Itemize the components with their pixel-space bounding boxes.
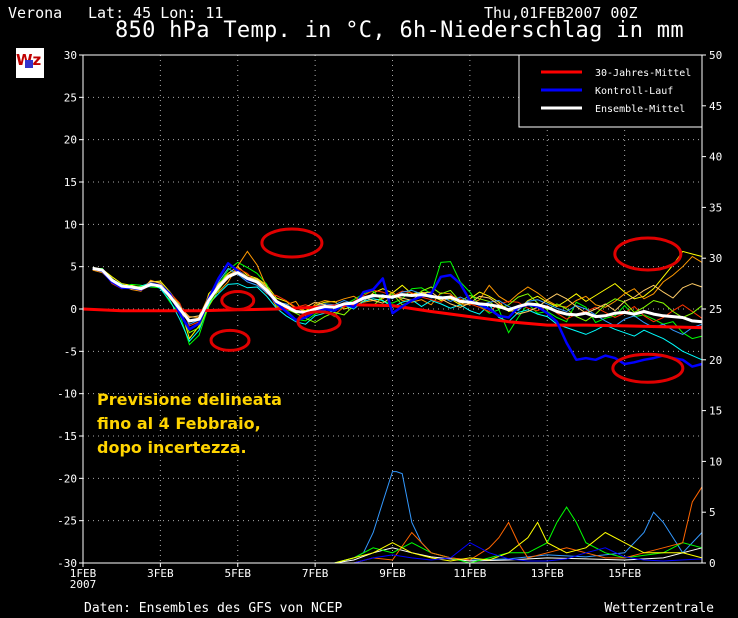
x-tick-label: 11FEB	[453, 567, 486, 580]
ensemble-member-line	[92, 267, 703, 361]
brand-label: Wetterzentrale	[604, 601, 714, 616]
ensemble-member-line	[92, 268, 703, 334]
x-tick-sublabel: 2007	[70, 578, 97, 591]
x-tick-label: 15FEB	[608, 567, 641, 580]
highlight-ellipses	[209, 227, 685, 384]
precipitation-series	[334, 471, 703, 564]
highlight-ellipse	[209, 328, 251, 352]
y-left-tick-label: 30	[64, 49, 77, 62]
precip-member-line	[334, 471, 703, 564]
plot-frame	[82, 54, 703, 564]
ensemble-member-line	[92, 261, 703, 346]
data-source-label: Daten: Ensembles des GFS von NCEP	[84, 601, 343, 616]
y-left-tick-label: -25	[57, 515, 77, 528]
y-right-tick-label: 45	[709, 100, 722, 113]
highlight-ellipse	[260, 227, 324, 259]
y-left-tick-label: 15	[64, 176, 77, 189]
forecast-annotation: Previsione delineata fino al 4 Febbraio,…	[97, 388, 282, 460]
highlight-ellipse	[296, 310, 342, 334]
legend-label: 30-Jahres-Mittel	[595, 68, 691, 79]
x-tick-label: 13FEB	[531, 567, 564, 580]
x-tick-label: 5FEB	[225, 567, 252, 580]
series-line-30-jahres-mittel	[82, 303, 703, 330]
y-left-tick-label: 5	[70, 261, 77, 274]
legend-label: Ensemble-Mittel	[595, 104, 685, 115]
axis-ticks: 302520151050-5-10-15-20-25-3050454035302…	[57, 49, 722, 591]
chart-title: 850 hPa Temp. in °C, 6h-Niederschlag in …	[115, 18, 684, 43]
y-right-tick-label: 25	[709, 303, 722, 316]
y-left-tick-label: -20	[57, 472, 77, 485]
y-right-tick-label: 10	[709, 455, 722, 468]
x-tick-label: 1FEB	[70, 567, 97, 580]
y-left-tick-label: 10	[64, 218, 77, 231]
ensemble-member-line	[92, 250, 703, 340]
x-tick-label: 9FEB	[379, 567, 406, 580]
series-line-kontroll-lauf	[92, 262, 703, 368]
y-right-tick-label: 30	[709, 252, 722, 265]
legend-label: Kontroll-Lauf	[595, 86, 673, 97]
series-line-ensemble-mittel	[92, 266, 703, 324]
highlight-ellipse	[611, 352, 685, 384]
highlight-ellipse	[220, 290, 256, 312]
y-right-tick-label: 20	[709, 354, 722, 367]
y-right-tick-label: 15	[709, 405, 722, 418]
y-right-tick-label: 35	[709, 201, 722, 214]
x-tick-label: 7FEB	[302, 567, 329, 580]
coordinates-label: Lat: 45 Lon: 11	[88, 4, 224, 22]
annotation-line-1: Previsione delineata	[97, 390, 282, 409]
main-series	[82, 262, 703, 368]
y-left-tick-label: -5	[64, 345, 77, 358]
y-left-tick-label: 0	[70, 303, 77, 316]
y-left-tick-label: -30	[57, 557, 77, 570]
y-left-tick-label: -15	[57, 430, 77, 443]
y-left-tick-label: -10	[57, 388, 77, 401]
precip-member-line	[353, 542, 703, 564]
y-right-tick-label: 5	[709, 506, 716, 519]
y-right-tick-label: 40	[709, 151, 722, 164]
precip-member-line	[334, 521, 703, 564]
y-right-tick-label: 50	[709, 49, 722, 62]
legend: 30-Jahres-Mittel Kontroll-Lauf Ensemble-Mi…	[518, 54, 703, 128]
y-right-tick-label: 0	[709, 557, 716, 570]
run-datetime-label: Thu,01FEB2007 00Z	[484, 4, 638, 22]
y-left-tick-label: 20	[64, 134, 77, 147]
annotation-line-3: dopo incertezza.	[97, 438, 247, 457]
precip-member-line	[353, 486, 703, 564]
wetterzentrale-logo-icon: Wz	[16, 48, 44, 78]
highlight-ellipse	[613, 236, 683, 272]
location-label: Verona	[8, 4, 63, 22]
annotation-line-2: fino al 4 Febbraio,	[97, 414, 261, 433]
y-left-tick-label: 25	[64, 91, 77, 104]
ensemble-members	[92, 250, 703, 361]
x-tick-label: 3FEB	[147, 567, 174, 580]
precip-member-line	[334, 506, 703, 564]
